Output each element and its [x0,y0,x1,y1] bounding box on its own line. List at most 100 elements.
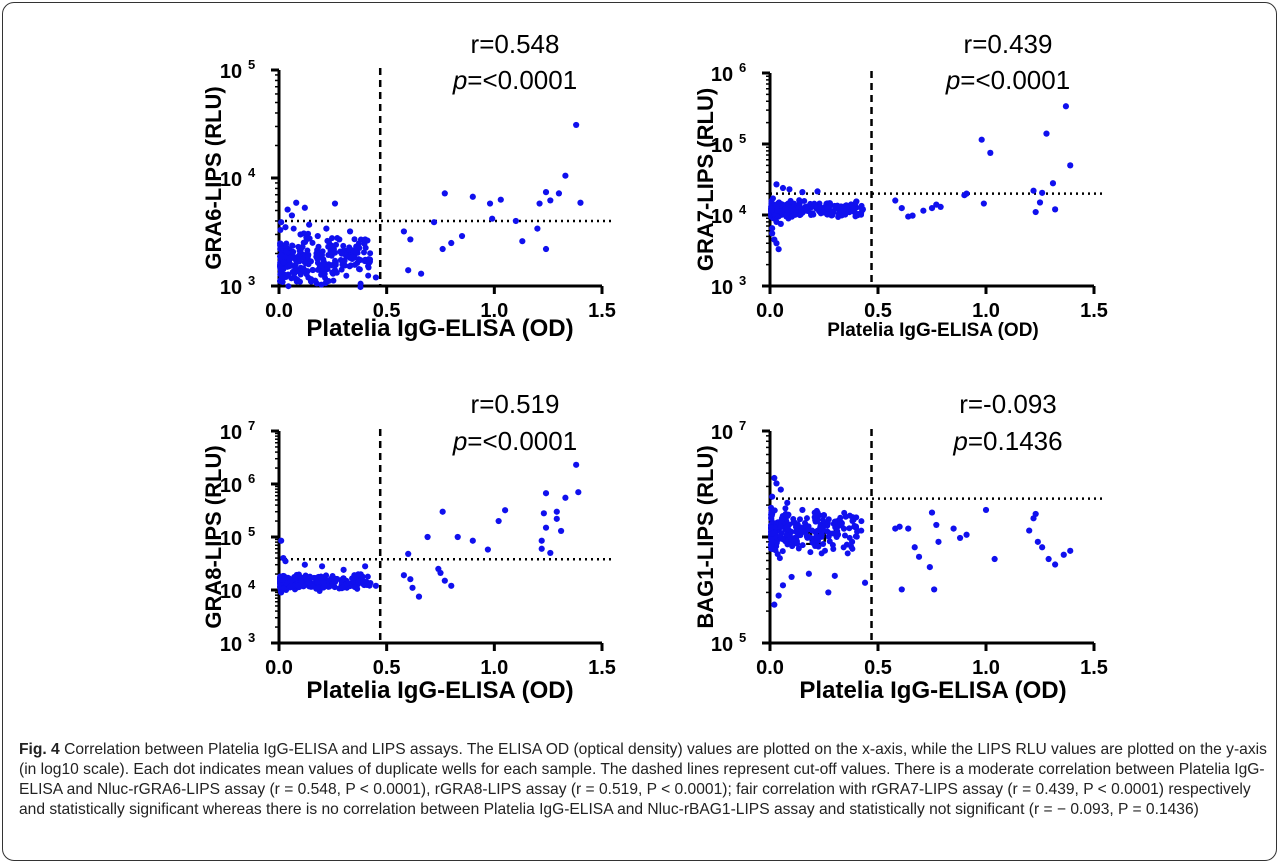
cluster-point [815,543,822,550]
data-point [898,586,905,593]
figure-label: Fig. 4 [19,741,60,758]
data-point [448,239,455,247]
data-point [297,231,304,238]
data-point [562,172,569,179]
data-point [814,188,821,195]
cluster-point [367,250,374,257]
data-point [418,270,425,277]
cluster-point [287,577,294,584]
cluster-point [770,195,777,202]
data-point [573,121,580,129]
cluster-point [362,244,369,251]
cluster-point [768,204,775,211]
cluster-point [789,543,796,550]
data-point [1036,199,1044,206]
data-point [495,517,502,525]
y-tick-exponent: 4 [739,202,747,217]
data-point [1032,208,1039,216]
cluster-point [326,251,333,258]
data-point [538,537,545,544]
data-point [1032,510,1039,518]
cluster-point [346,246,353,253]
data-point [1034,538,1041,545]
cluster-point [351,236,358,243]
data-point [1043,130,1050,137]
data-point [963,190,970,197]
y-tick-label: 10 [220,634,242,656]
data-point [905,525,912,532]
correlation-p: p=<0.0001 [945,65,1070,95]
data-point [859,206,866,213]
cluster-point [844,550,851,557]
cluster-point [791,200,798,207]
cluster-point [824,520,831,527]
cluster-point [779,548,786,555]
y-axis-title: GRA8-LIPS (RLU) [201,445,226,628]
p-value: =<0.0001 [467,426,577,456]
data-point [469,193,476,200]
cluster-point [313,585,320,592]
data-point [775,246,782,253]
data-point [769,225,776,232]
data-point [362,236,369,243]
cluster-point [810,211,817,218]
cluster-point [783,531,790,538]
data-point [769,230,776,237]
y-tick-label: 10 [711,64,733,86]
y-tick-exponent: 5 [248,57,255,72]
cluster-point [305,579,312,586]
cluster-point [309,267,316,274]
y-tick-label: 10 [220,581,242,603]
cluster-point [774,200,781,207]
cluster-point [277,240,284,247]
data-point [336,236,343,243]
data-point [331,200,339,207]
cluster-point [277,264,284,271]
cluster-point [785,526,792,533]
cluster-point [339,584,346,591]
data-point [441,190,448,197]
p-value: =<0.0001 [960,65,1070,95]
data-point [978,136,985,143]
p-symbol: p [452,65,467,95]
data-point [486,200,494,207]
data-point [314,232,321,240]
y-tick-exponent: 7 [248,418,255,433]
data-point [439,508,446,515]
correlation-r: r=-0.093 [959,389,1057,419]
cluster-point [777,523,784,530]
data-point [1067,162,1074,169]
cluster-point [337,256,344,263]
p-symbol: p [945,65,960,95]
data-point [1052,206,1059,213]
y-tick-exponent: 6 [739,60,746,75]
cluster-point [277,226,284,233]
cluster-point [346,263,353,270]
data-point [982,506,990,514]
cluster-point [829,541,836,548]
data-point [1060,551,1067,558]
cluster-point [827,210,834,217]
cluster-point [794,522,801,529]
cluster-point [301,267,308,274]
cluster-point [332,249,339,256]
data-point [980,200,987,207]
cluster-point [359,573,366,580]
cluster-point [309,239,316,246]
data-point [293,199,300,206]
cluster-point [319,248,326,255]
x-tick-label: 1.5 [588,300,616,322]
cluster-point [792,211,799,218]
y-tick-exponent: 5 [739,131,746,146]
cluster-point [837,203,844,210]
correlation-r: r=0.439 [964,29,1053,59]
cluster-point [333,576,340,583]
cluster-point [295,253,302,260]
data-point [538,545,545,552]
caption-text: Correlation between Platelia IgG-ELISA a… [19,741,1267,818]
data-point [290,270,298,277]
y-tick-label: 10 [220,528,242,550]
cluster-point [769,530,776,537]
y-tick-label: 10 [220,475,242,497]
y-tick-exponent: 7 [739,418,746,433]
